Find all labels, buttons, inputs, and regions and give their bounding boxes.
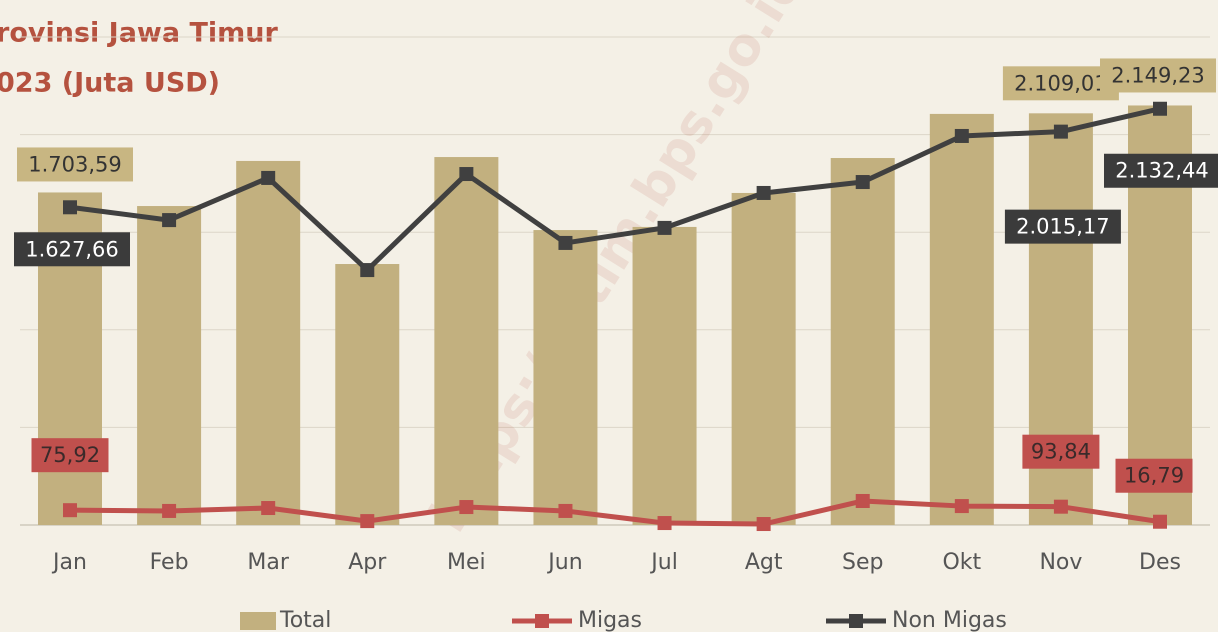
data-label: 2.149,23: [1100, 58, 1216, 93]
legend-swatch: [535, 614, 549, 628]
data-label-text: 2.132,44: [1115, 159, 1209, 183]
line-marker: [558, 503, 573, 518]
bar: [236, 160, 301, 525]
data-label-text: 75,92: [40, 443, 100, 467]
x-tick-label: Agt: [745, 550, 783, 575]
data-label-text: 2.109,01: [1014, 71, 1108, 95]
data-label-text: 1.627,66: [25, 237, 119, 261]
data-label: 93,84: [1022, 434, 1100, 469]
bar: [929, 113, 994, 525]
data-label-text: 93,84: [1031, 440, 1091, 464]
data-label-box: [1022, 434, 1100, 469]
line-marker: [1153, 514, 1167, 529]
line-marker: [360, 514, 375, 529]
line-marker: [459, 167, 474, 182]
line-marker: [261, 501, 276, 516]
bar: [830, 158, 895, 526]
x-tick-label: Jun: [546, 550, 582, 575]
data-label: 1.627,66: [14, 232, 130, 267]
legend-swatch: [849, 614, 863, 628]
x-tick-label: Mar: [247, 550, 289, 575]
line-marker: [855, 493, 870, 508]
line-marker: [756, 517, 771, 532]
data-label-text: 2.015,17: [1016, 215, 1110, 239]
legend-swatch: [240, 612, 276, 630]
line-marker: [855, 175, 870, 190]
line-marker: [162, 213, 177, 228]
line-marker: [1053, 499, 1068, 514]
data-label-text: 1.703,59: [28, 152, 122, 176]
line-marker: [162, 503, 177, 518]
line-marker: [459, 500, 474, 515]
bar: [137, 206, 202, 525]
line-marker: [261, 170, 276, 185]
data-label-text: 2.149,23: [1111, 63, 1205, 87]
line-marker: [657, 220, 672, 235]
x-tick-label: Apr: [348, 550, 387, 575]
x-tick-label: Sep: [842, 550, 883, 575]
x-tick-label: Nov: [1039, 550, 1082, 575]
bar: [533, 230, 598, 525]
data-label-box: [31, 438, 109, 473]
bar: [434, 157, 499, 525]
line-marker: [657, 516, 672, 531]
data-label: 2.015,17: [1004, 209, 1121, 244]
data-label-box: [1002, 66, 1119, 101]
bar: [335, 264, 400, 525]
data-label-box: [14, 232, 130, 267]
data-label-text: 16,79: [1124, 464, 1184, 488]
x-tick-label: Feb: [150, 550, 189, 575]
line-marker: [63, 503, 77, 518]
line-marker: [954, 128, 969, 143]
line-marker: [954, 499, 969, 514]
data-label: 2.132,44: [1104, 153, 1218, 188]
data-label: 1.703,59: [17, 147, 133, 182]
x-tick-label: Mei: [447, 550, 486, 575]
legend-label: Non Migas: [892, 608, 1007, 632]
data-label: 2.109,01: [1002, 66, 1119, 101]
line: [69, 106, 1161, 273]
data-label: 75,92: [31, 438, 109, 473]
chart-title: rovinsi Jawa Timur: [0, 18, 279, 49]
legend-label: Migas: [578, 608, 642, 632]
line-marker: [558, 235, 573, 250]
data-label-box: [1115, 458, 1193, 493]
line: [69, 498, 1161, 527]
x-tick-label: Jan: [51, 550, 87, 575]
x-tick-label: Des: [1139, 550, 1181, 575]
line-marker: [756, 185, 771, 200]
line-marker: [1053, 124, 1068, 139]
data-label-box: [1100, 58, 1216, 93]
line-marker: [1153, 101, 1167, 116]
legend-label: Total: [279, 608, 331, 632]
data-label-box: [1104, 153, 1218, 188]
data-label-box: [1004, 209, 1121, 244]
x-tick-label: Jul: [649, 550, 678, 575]
data-label-box: [17, 147, 133, 182]
line-marker: [360, 263, 375, 278]
chart-title: 023 (Juta USD): [0, 68, 220, 99]
data-label: 16,79: [1115, 458, 1193, 493]
x-tick-label: Okt: [942, 550, 981, 575]
bar: [731, 192, 796, 526]
bar: [632, 226, 697, 525]
line-marker: [63, 200, 77, 215]
